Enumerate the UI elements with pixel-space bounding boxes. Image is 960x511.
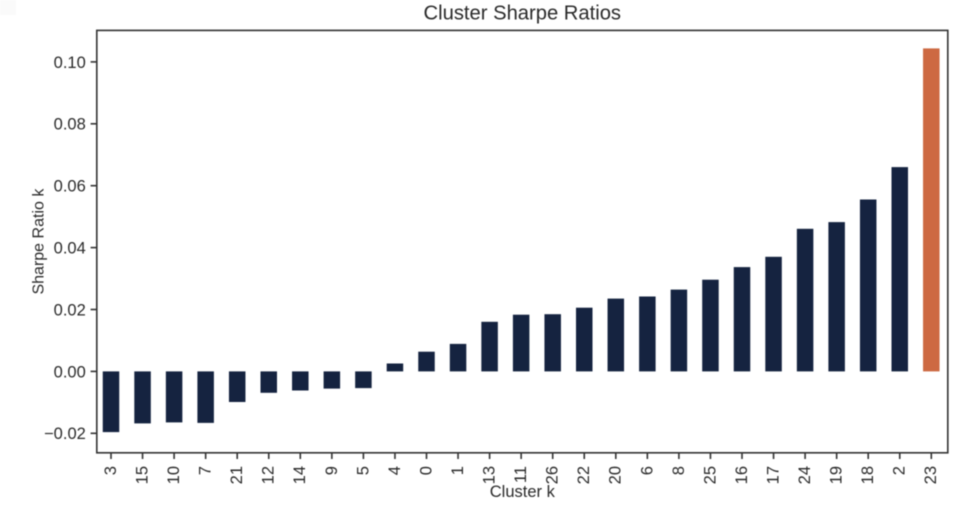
- svg-text:8: 8: [670, 466, 688, 475]
- svg-text:7: 7: [197, 466, 215, 475]
- svg-text:0.06: 0.06: [54, 178, 86, 196]
- svg-text:6: 6: [638, 466, 656, 475]
- svg-text:25: 25: [701, 466, 719, 484]
- svg-text:26: 26: [544, 466, 562, 484]
- svg-text:9: 9: [323, 466, 341, 475]
- svg-text:0.04: 0.04: [54, 240, 86, 258]
- svg-text:Cluster k: Cluster k: [490, 483, 556, 501]
- svg-text:13: 13: [481, 466, 499, 484]
- svg-text:16: 16: [733, 466, 751, 484]
- svg-text:4: 4: [386, 466, 404, 475]
- svg-text:Sharpe Ratio k: Sharpe Ratio k: [31, 188, 48, 295]
- svg-text:3: 3: [102, 466, 120, 475]
- svg-text:0.02: 0.02: [54, 301, 86, 319]
- svg-text:5: 5: [354, 466, 372, 475]
- svg-text:0.10: 0.10: [54, 54, 86, 72]
- svg-text:Cluster Sharpe Ratios: Cluster Sharpe Ratios: [424, 2, 621, 24]
- svg-text:23: 23: [922, 466, 940, 484]
- svg-text:14: 14: [291, 466, 309, 484]
- svg-text:11: 11: [512, 466, 530, 483]
- svg-text:1: 1: [449, 466, 467, 475]
- svg-text:20: 20: [607, 466, 625, 484]
- svg-text:−0.02: −0.02: [44, 425, 86, 443]
- svg-text:0.08: 0.08: [54, 116, 86, 134]
- svg-text:22: 22: [575, 466, 593, 484]
- svg-text:18: 18: [859, 466, 877, 484]
- svg-text:19: 19: [828, 466, 846, 484]
- svg-text:0: 0: [417, 466, 435, 475]
- svg-text:17: 17: [764, 466, 782, 484]
- svg-text:0.00: 0.00: [54, 363, 86, 381]
- svg-text:10: 10: [165, 466, 183, 484]
- svg-text:21: 21: [228, 466, 246, 484]
- svg-text:12: 12: [260, 466, 278, 484]
- svg-text:15: 15: [133, 466, 151, 484]
- svg-text:2: 2: [891, 466, 909, 475]
- svg-text:24: 24: [796, 466, 814, 484]
